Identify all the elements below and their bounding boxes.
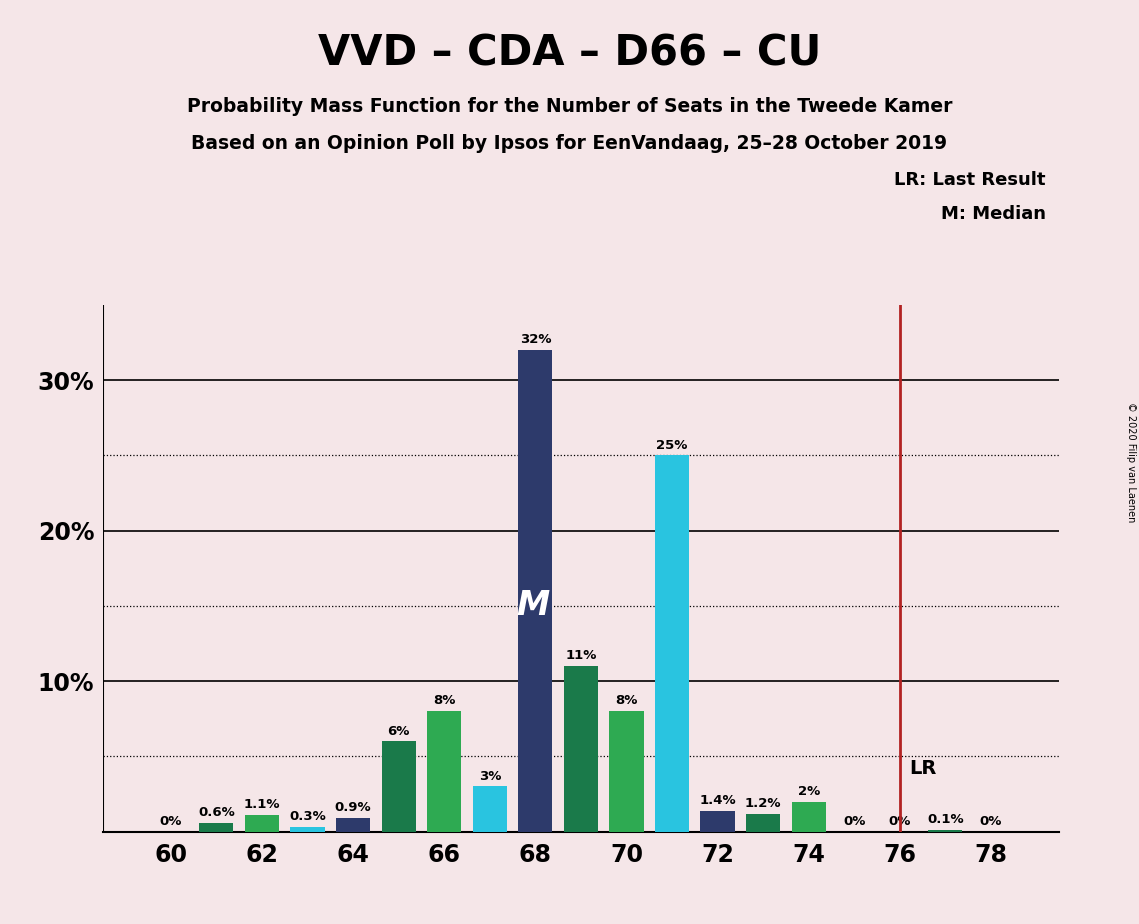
Text: 25%: 25% bbox=[656, 439, 688, 452]
Bar bbox=[427, 711, 461, 832]
Text: 8%: 8% bbox=[615, 695, 638, 708]
Text: 0%: 0% bbox=[980, 815, 1002, 828]
Text: Probability Mass Function for the Number of Seats in the Tweede Kamer: Probability Mass Function for the Number… bbox=[187, 97, 952, 116]
Bar bbox=[199, 822, 233, 832]
Bar bbox=[473, 786, 507, 832]
Text: M: M bbox=[516, 589, 550, 622]
Text: 1.2%: 1.2% bbox=[745, 796, 781, 809]
Bar bbox=[609, 711, 644, 832]
Text: 11%: 11% bbox=[565, 650, 597, 663]
Bar bbox=[655, 456, 689, 832]
Bar bbox=[746, 813, 780, 832]
Bar bbox=[564, 666, 598, 832]
Bar bbox=[928, 830, 962, 832]
Text: 0.1%: 0.1% bbox=[927, 813, 964, 826]
Text: 6%: 6% bbox=[387, 724, 410, 737]
Text: 0.6%: 0.6% bbox=[198, 806, 235, 819]
Text: 32%: 32% bbox=[519, 334, 551, 346]
Text: LR: LR bbox=[909, 759, 936, 778]
Text: 8%: 8% bbox=[433, 695, 456, 708]
Text: 1.1%: 1.1% bbox=[244, 798, 280, 811]
Text: Based on an Opinion Poll by Ipsos for EenVandaag, 25–28 October 2019: Based on an Opinion Poll by Ipsos for Ee… bbox=[191, 134, 948, 153]
Bar bbox=[700, 810, 735, 832]
Text: 0%: 0% bbox=[843, 815, 866, 828]
Text: 0.9%: 0.9% bbox=[335, 801, 371, 814]
Bar bbox=[792, 801, 826, 832]
Bar bbox=[518, 350, 552, 832]
Text: 0%: 0% bbox=[159, 815, 182, 828]
Text: 3%: 3% bbox=[478, 770, 501, 783]
Text: 2%: 2% bbox=[797, 784, 820, 797]
Text: © 2020 Filip van Laenen: © 2020 Filip van Laenen bbox=[1126, 402, 1136, 522]
Text: M: Median: M: Median bbox=[941, 205, 1046, 223]
Bar bbox=[336, 818, 370, 832]
Text: 0.3%: 0.3% bbox=[289, 810, 326, 823]
Text: LR: Last Result: LR: Last Result bbox=[894, 171, 1046, 188]
Text: 1.4%: 1.4% bbox=[699, 794, 736, 807]
Bar bbox=[290, 827, 325, 832]
Text: 0%: 0% bbox=[888, 815, 911, 828]
Bar bbox=[382, 741, 416, 832]
Text: VVD – CDA – D66 – CU: VVD – CDA – D66 – CU bbox=[318, 32, 821, 74]
Bar bbox=[245, 815, 279, 832]
